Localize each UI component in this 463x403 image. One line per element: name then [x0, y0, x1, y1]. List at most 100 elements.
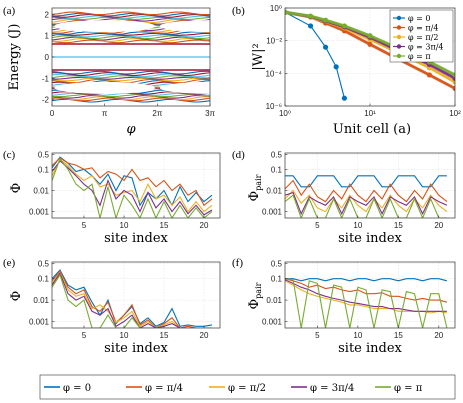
y-tick-label: 0.01 — [33, 187, 49, 196]
series-line — [52, 273, 212, 328]
series-line — [52, 269, 213, 327]
panel-label: (e) — [3, 257, 16, 269]
plot-area — [52, 269, 213, 328]
series-line — [52, 270, 212, 328]
band-line — [52, 76, 210, 80]
x-tick-label: 10⁰ — [279, 109, 291, 118]
legend-label: φ = π — [408, 52, 431, 61]
y-tick-label: 0.1 — [38, 275, 50, 284]
y-tick-label: 0 — [45, 53, 50, 62]
x-tick-label: 15 — [160, 331, 169, 340]
axes-frame — [284, 261, 456, 329]
series-line — [52, 272, 212, 328]
band-line — [52, 32, 210, 36]
panel-e: 5 10 15 20 0.001 0.01 0.1 0.5 site index Φ (e) — [3, 257, 221, 356]
band-line — [52, 72, 210, 76]
x-axis-label: Unit cell (a) — [333, 122, 411, 137]
gap-lobe — [54, 20, 156, 33]
legend-label: φ = π — [394, 383, 423, 394]
y-tick-label: 10⁻² — [266, 37, 282, 46]
y-tick-label: 0.5 — [271, 151, 283, 160]
x-tick-label: 5 — [82, 221, 87, 230]
panel-d: 5 10 15 20 0.001 0.01 0.1 0.5 site index Φpair (d) — [232, 149, 456, 246]
y-tick-label: 0.5 — [38, 260, 50, 269]
y-tick-label: 0.5 — [38, 151, 50, 160]
legend-b: φ = 0φ = π/4φ = π/2φ = 3π/4φ = π — [389, 9, 454, 63]
plot-area — [52, 11, 210, 103]
x-tick-label: 20 — [200, 331, 209, 340]
x-axis-label: φ — [126, 122, 136, 137]
legend-marker — [396, 25, 402, 30]
y-axis-label: Energy (J) — [7, 24, 22, 91]
legend-label: φ = π/4 — [145, 383, 183, 394]
legend-label: φ = π/2 — [228, 383, 266, 394]
y-tick-label: 0.01 — [266, 296, 282, 305]
legend-marker — [396, 53, 402, 59]
x-tick-label: 5 — [82, 331, 87, 340]
x-tick-label: 10 — [120, 331, 129, 340]
series-line — [285, 279, 447, 312]
y-tick-label: 0.001 — [262, 208, 283, 217]
panel-label: (b) — [232, 5, 245, 17]
plot-area — [285, 175, 448, 218]
y-tick-label: 0.01 — [266, 187, 282, 196]
legend-label: φ = π/4 — [408, 24, 438, 33]
gap-lobe — [54, 81, 156, 94]
legend-marker — [396, 15, 402, 21]
legend-marker — [396, 44, 402, 49]
y-axis-label: Φpair — [247, 174, 263, 201]
gap-lobe — [159, 81, 210, 94]
y-tick-label: -1 — [42, 74, 50, 83]
legend-label: φ = 0 — [408, 14, 430, 23]
panel-label: (a) — [3, 5, 16, 17]
x-tick-label: 10 — [120, 221, 129, 230]
panel-b: 10⁰ 10¹ 10² 10⁻⁶ 10⁻⁴ 10⁻² 10⁰ Unit cell (a) |W|… — [232, 4, 461, 137]
panel-c: 5 10 15 20 0.001 0.01 0.1 0.5 site index Φ (c) — [3, 149, 221, 246]
y-tick-label: 0.1 — [271, 275, 283, 284]
x-tick-label: 15 — [160, 221, 169, 230]
x-tick-label: 15 — [394, 221, 403, 230]
series-line — [285, 179, 448, 203]
x-tick-label: 10¹ — [364, 109, 376, 118]
legend-label: φ = 0 — [63, 383, 91, 394]
band-line — [52, 78, 210, 84]
band-line — [52, 12, 210, 17]
data-point — [307, 23, 314, 29]
series-line — [52, 157, 213, 218]
y-axis-label: |W|² — [251, 43, 266, 70]
series-line — [285, 175, 447, 188]
x-tick-label: 5 — [315, 331, 320, 340]
band-line — [52, 15, 210, 19]
x-axis-label: site index — [104, 341, 168, 356]
bottom-legend: φ = 0 φ = π/4 φ = π/2 φ = 3π/4 φ = π — [39, 374, 456, 400]
y-tick-label: 1 — [45, 32, 50, 41]
band-line — [52, 77, 210, 82]
panel-a: 0 π 2π 3π -2 -1 0 1 2 φ Energy (J) (a) — [3, 5, 216, 137]
series-line — [285, 189, 448, 213]
y-tick-label: 0.5 — [271, 260, 283, 269]
y-tick-label: 0.001 — [262, 318, 283, 327]
x-tick-label: 3π — [205, 109, 215, 118]
legend-label: φ = 3π/4 — [310, 383, 354, 394]
series-line — [52, 160, 213, 216]
band-line — [52, 94, 210, 99]
y-tick-label: 0.1 — [271, 165, 283, 174]
series-line — [285, 278, 448, 303]
x-tick-label: 5 — [315, 221, 320, 230]
y-axis-label: Φ — [9, 183, 24, 194]
series-line — [52, 271, 212, 328]
band-line — [52, 93, 210, 98]
series-line — [285, 278, 448, 328]
band-line — [52, 97, 210, 102]
series-line — [285, 191, 448, 216]
x-tick-label: 10 — [353, 221, 362, 230]
panel-label: (d) — [232, 149, 245, 161]
y-tick-label: 2 — [45, 10, 50, 19]
panel-label: (f) — [232, 257, 243, 269]
legend-label: φ = 3π/4 — [408, 43, 444, 52]
x-tick-label: 20 — [200, 221, 209, 230]
band-line — [52, 14, 210, 18]
y-tick-label: -2 — [42, 96, 50, 105]
data-point — [322, 44, 329, 50]
